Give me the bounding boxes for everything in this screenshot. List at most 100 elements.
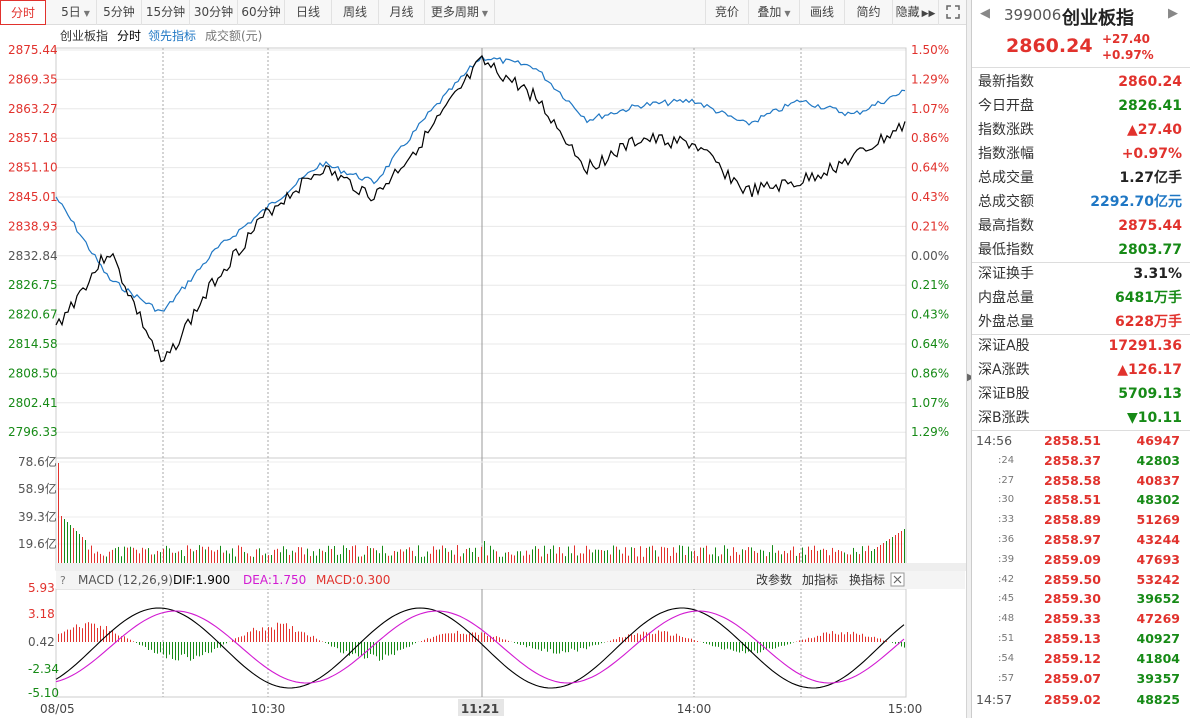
tab-weekly[interactable]: 周线 <box>332 0 379 25</box>
volume-bar <box>220 545 221 563</box>
next-arrow-icon[interactable]: ▶ <box>1168 6 1178 21</box>
macd-bar <box>100 625 101 642</box>
volume-bar <box>334 546 335 563</box>
tick-row: :39 2859.09 47693 <box>972 550 1184 570</box>
macd-value: MACD:0.300 <box>316 573 390 587</box>
add-indicator-button[interactable]: 加指标 <box>802 572 838 587</box>
macd-bar <box>523 642 524 645</box>
volume-bar <box>424 556 425 563</box>
volume-bar <box>415 556 416 563</box>
close-icon[interactable] <box>890 572 905 587</box>
macd-bar <box>766 642 767 650</box>
volume-bar <box>349 549 350 563</box>
macd-bar <box>556 642 557 654</box>
macd-bar <box>250 631 251 642</box>
volume-bar <box>184 556 185 563</box>
tab-more-label: 更多周期 <box>430 5 479 19</box>
volume-bar <box>574 545 575 563</box>
macd-bar <box>235 638 236 642</box>
quote-row-label: 深证A股 <box>978 338 1030 354</box>
tick-price: 2858.51 <box>1044 433 1101 448</box>
volume-bar <box>724 545 725 563</box>
tab-15min[interactable]: 15分钟 <box>142 0 190 25</box>
volume-bar <box>76 531 77 563</box>
quote-row-label: 深A涨跌 <box>978 362 1030 378</box>
fullscreen-button[interactable] <box>939 0 966 25</box>
help-icon[interactable]: ? <box>60 574 66 587</box>
volume-bar <box>613 545 614 563</box>
tab-30min[interactable]: 30分钟 <box>190 0 238 25</box>
volume-bar <box>868 545 869 563</box>
pct-tick-label: 1.29% <box>911 72 949 86</box>
macd-bar <box>892 642 893 643</box>
volume-bar <box>592 552 593 563</box>
legend-mode: 分时 <box>117 29 141 43</box>
period-toolbar: 分时 5日 ▼ 5分钟 15分钟 30分钟 60分钟 日线 周线 月线 更多周期 ▼… <box>0 0 966 25</box>
switch-indicator-button[interactable]: 换指标 <box>849 572 885 587</box>
volume-bar <box>439 549 440 563</box>
volume-bar <box>571 553 572 563</box>
tick-price: 2859.02 <box>1044 692 1101 708</box>
macd-bar <box>169 642 170 655</box>
tab-5min[interactable]: 5分钟 <box>97 0 142 25</box>
volume-bar <box>784 550 785 563</box>
tick-price: 2858.97 <box>1044 532 1101 547</box>
volume-bar <box>190 548 191 563</box>
tab-5day[interactable]: 5日 ▼ <box>55 0 97 25</box>
macd-bar <box>181 642 182 655</box>
volume-bar <box>796 555 797 563</box>
volume-bar <box>820 549 821 563</box>
volume-bar <box>409 547 410 563</box>
hide-button[interactable]: 隐藏 ▶▶ <box>893 0 939 25</box>
tab-daily[interactable]: 日线 <box>285 0 332 25</box>
overlay-button[interactable]: 叠加 ▼ <box>749 0 800 25</box>
tab-more-periods[interactable]: 更多周期 ▼ <box>425 0 495 25</box>
volume-bar <box>196 549 197 563</box>
tab-intraday[interactable]: 分时 <box>0 0 46 25</box>
volume-bar <box>883 543 884 563</box>
prev-arrow-icon[interactable]: ◀ <box>980 6 990 21</box>
macd-dea-line <box>55 610 905 684</box>
volume-bar <box>856 551 857 563</box>
x-tick-label: 10:30 <box>251 702 286 716</box>
macd-bar <box>697 641 698 642</box>
quote-row: 深证B股 5709.13 <box>978 382 1182 406</box>
edit-params-button[interactable]: 改参数 <box>756 572 792 587</box>
draw-line-button[interactable]: 画线 <box>800 0 845 25</box>
simple-mode-button[interactable]: 简约 <box>845 0 893 25</box>
tab-monthly[interactable]: 月线 <box>379 0 425 25</box>
panel-divider[interactable]: ▶ <box>966 0 975 718</box>
macd-bar <box>334 642 335 647</box>
macd-tick-label: 3.18 <box>28 607 55 621</box>
macd-bar <box>868 636 869 642</box>
macd-bar <box>394 642 395 656</box>
macd-bar <box>508 640 509 642</box>
macd-bar <box>616 639 617 642</box>
tick-volume: 39357 <box>1136 670 1181 686</box>
tick-price: 2858.37 <box>1044 452 1101 468</box>
auction-button[interactable]: 竞价 <box>705 0 749 25</box>
macd-bar <box>349 642 350 656</box>
macd-bar <box>307 635 308 642</box>
macd-bar <box>412 642 413 645</box>
macd-bar <box>193 642 194 660</box>
macd-bar <box>262 627 263 642</box>
pct-tick-label: 0.21% <box>911 219 949 233</box>
macd-bar <box>760 642 761 653</box>
intraday-chart[interactable]: 2875.44 2869.35 2863.27 2857.18 2851.10 2845.… <box>0 25 966 718</box>
volume-bar <box>754 551 755 563</box>
volume-bar <box>664 547 665 563</box>
volume-bar <box>850 554 851 563</box>
legend-leading: 领先指标 <box>148 28 196 43</box>
macd-bar <box>829 633 830 642</box>
volume-bar <box>514 555 515 563</box>
macd-bar <box>82 628 83 642</box>
quote-change: +27.40 <box>1102 32 1151 46</box>
collapse-arrow-icon[interactable]: ▶ <box>967 372 975 383</box>
volume-bar <box>835 551 836 563</box>
macd-bar <box>178 642 179 661</box>
tab-60min[interactable]: 60分钟 <box>238 0 285 25</box>
volume-bar <box>244 551 245 563</box>
macd-bar <box>226 642 227 644</box>
volume-bar <box>667 547 668 563</box>
